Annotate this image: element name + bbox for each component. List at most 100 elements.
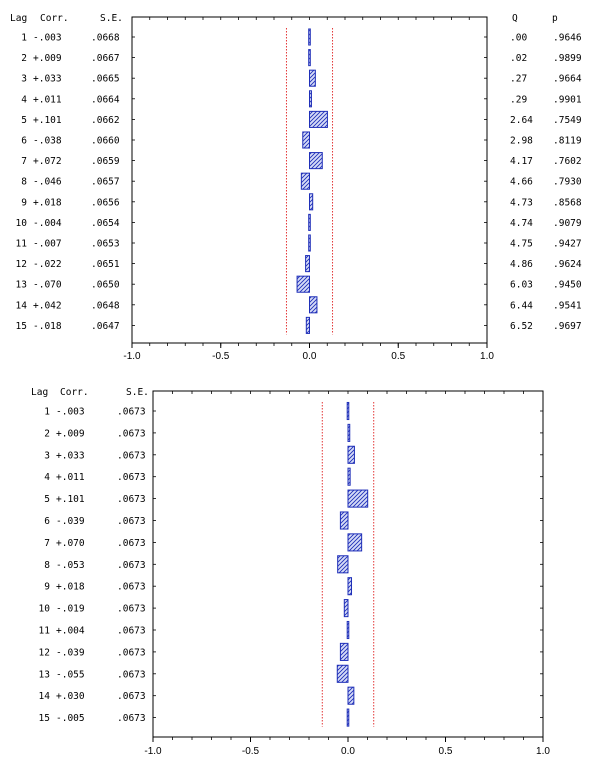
chart2-se-value: .0673 <box>117 713 146 724</box>
chart1-x-tick-label: 0.0 <box>303 351 317 362</box>
chart1-x-tick-label: 1.0 <box>480 351 494 362</box>
chart2-lag-number: 4 <box>44 472 50 483</box>
chart1-lag-number: 8 <box>21 177 27 188</box>
chart2-corr-bar <box>347 533 363 552</box>
chart1-q-value: 4.75 <box>510 239 533 250</box>
chart2-lag-number: 7 <box>44 538 50 549</box>
chart2-lag-number: 11 <box>39 626 51 637</box>
chart1-se-value: .0647 <box>91 321 120 332</box>
chart2-lag-number: 9 <box>44 582 50 593</box>
chart2-se-value: .0673 <box>117 582 146 593</box>
chart1-q-value: .29 <box>510 94 527 105</box>
chart1-corr-value: +.042 <box>33 300 62 311</box>
chart2-corr-value: -.003 <box>56 407 85 418</box>
chart2-se-value: .0673 <box>117 472 146 483</box>
chart2-se-value: .0673 <box>117 407 146 418</box>
chart1-header-q: Q <box>512 13 518 24</box>
chart2-lag-number: 10 <box>39 604 51 615</box>
chart2-x-tick-label: -1.0 <box>144 746 162 757</box>
chart1-header-corr: Corr. <box>40 13 69 24</box>
chart1-corr-bar <box>305 316 310 334</box>
chart2-corr-bar <box>346 708 350 727</box>
chart1-x-tick-label: -0.5 <box>212 351 230 362</box>
chart1-q-value: 4.86 <box>510 259 533 270</box>
chart2-corr-value: +.101 <box>56 494 85 505</box>
chart2-lag-number: 14 <box>39 691 51 702</box>
chart1-corr-bar <box>308 234 311 252</box>
chart2-lag-number: 6 <box>44 516 50 527</box>
chart2-se-value: .0673 <box>117 538 146 549</box>
chart2-corr-value: +.011 <box>56 472 85 483</box>
chart1-q-value: 4.74 <box>510 218 533 229</box>
chart2-corr-bar <box>339 642 349 661</box>
chart1-p-value: .9450 <box>553 280 582 291</box>
chart1-lag-number: 2 <box>21 53 27 64</box>
chart1-se-value: .0668 <box>91 33 120 44</box>
chart1-corr-bar <box>309 110 328 128</box>
chart1-corr-value: +.072 <box>33 156 62 167</box>
chart2-x-tick-label: 1.0 <box>536 746 550 757</box>
chart1-corr-value: -.046 <box>33 177 62 188</box>
chart2-corr-bar <box>347 423 351 442</box>
chart2-header-corr: Corr. <box>60 387 89 398</box>
chart1-se-value: .0656 <box>91 197 120 208</box>
chart1-se-value: .0659 <box>91 156 120 167</box>
chart1-lag-number: 13 <box>16 280 27 291</box>
chart1-corr-value: +.011 <box>33 94 62 105</box>
chart1-lag-number: 6 <box>21 136 27 147</box>
chart1-se-value: .0662 <box>91 115 120 126</box>
chart1-corr-bar <box>300 172 310 190</box>
chart2-corr-bar <box>346 401 350 421</box>
chart2-se-value: .0673 <box>117 604 146 615</box>
chart1-x-tick-label: 0.5 <box>391 351 405 362</box>
chart2-corr-value: -.005 <box>56 713 85 724</box>
chart1-p-value: .9697 <box>553 321 582 332</box>
chart2-se-value: .0673 <box>117 669 146 680</box>
chart1-corr-bar <box>309 152 323 170</box>
chart1-corr-bar <box>296 275 311 293</box>
chart1-corr-value: +.033 <box>33 74 62 85</box>
chart1-q-value: 2.98 <box>510 136 533 147</box>
chart1-corr-value: -.022 <box>33 259 62 270</box>
chart2-corr-bar <box>346 620 350 640</box>
chart2-header-lag: Lag <box>31 387 48 398</box>
chart1-corr-bar <box>309 193 314 211</box>
chart2-corr-bar <box>337 555 349 574</box>
chart2-lag-number: 1 <box>44 407 50 418</box>
chart2-corr-value: +.033 <box>56 450 85 461</box>
chart1-corr-value: +.101 <box>33 115 62 126</box>
chart1-q-value: 4.73 <box>510 197 533 208</box>
chart2-corr-bar <box>339 511 349 530</box>
chart2-lag-number: 5 <box>44 494 50 505</box>
chart1-corr-bar <box>308 213 311 231</box>
chart1-p-value: .9646 <box>553 33 582 44</box>
chart1-lag-number: 12 <box>16 259 27 270</box>
chart1-p-value: .9079 <box>553 218 582 229</box>
chart2-se-value: .0673 <box>117 494 146 505</box>
chart1-se-value: .0667 <box>91 53 120 64</box>
chart1-p-value: .9427 <box>553 239 582 250</box>
chart1-corr-value: -.007 <box>33 239 62 250</box>
chart1-p-value: .8568 <box>553 197 582 208</box>
chart2-corr-bar <box>347 489 369 508</box>
chart1-header-p: p <box>552 13 558 24</box>
chart1-lag-number: 10 <box>16 218 28 229</box>
chart1-q-value: 6.03 <box>510 280 533 291</box>
chart2-lag-number: 8 <box>44 560 50 571</box>
chart1-corr-value: -.004 <box>33 218 62 229</box>
chart1-lag-number: 14 <box>16 300 28 311</box>
chart1-q-value: 2.64 <box>510 115 533 126</box>
chart2-corr-bar <box>336 664 349 683</box>
chart2-corr-value: -.053 <box>56 560 85 571</box>
chart1-corr-bar <box>305 255 311 273</box>
chart2-se-value: .0673 <box>117 428 146 439</box>
chart2-corr-value: +.004 <box>56 626 85 637</box>
chart1-se-value: .0651 <box>91 259 120 270</box>
chart2-se-value: .0673 <box>117 450 146 461</box>
chart1-corr-bar <box>309 90 312 108</box>
chart2-corr-value: +.030 <box>56 691 85 702</box>
chart1-q-value: 4.66 <box>510 177 533 188</box>
chart1-q-value: .27 <box>510 74 527 85</box>
chart1-lag-number: 15 <box>16 321 27 332</box>
chart1-corr-bar <box>309 296 318 314</box>
